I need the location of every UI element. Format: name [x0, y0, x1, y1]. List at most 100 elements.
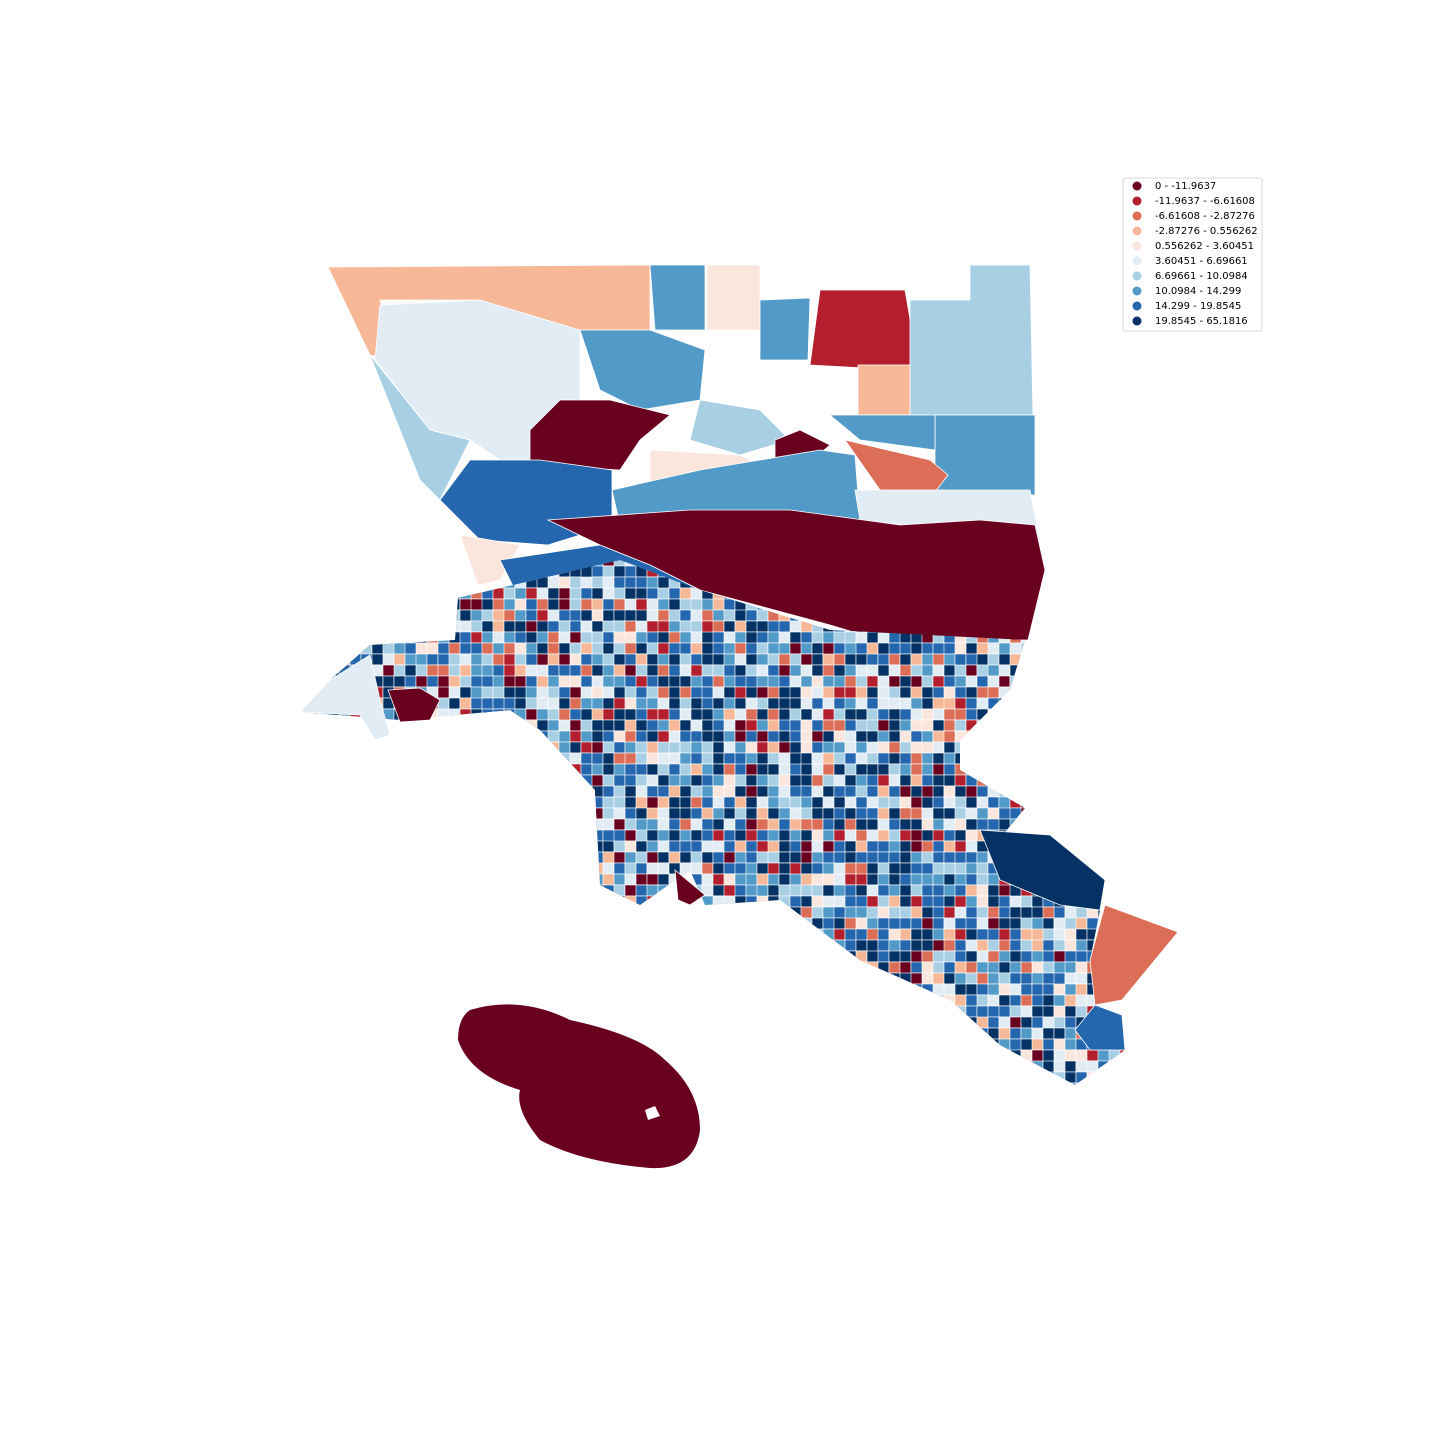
tract [415, 983, 439, 996]
tract [1009, 686, 1022, 699]
tract [382, 928, 395, 941]
tract [866, 675, 879, 688]
tract [305, 1082, 318, 1085]
tract [569, 741, 582, 754]
tract [1009, 895, 1022, 908]
tract [888, 763, 901, 776]
tract [415, 928, 428, 941]
tract [756, 994, 769, 1018]
tract [1097, 829, 1121, 842]
tract [349, 796, 373, 820]
tract [437, 565, 461, 578]
tract [811, 950, 835, 974]
tract [338, 565, 362, 589]
tract [1142, 610, 1164, 632]
region [909, 264, 1034, 416]
tract [646, 807, 659, 820]
tract [778, 730, 791, 743]
tract [404, 609, 417, 633]
tract [932, 741, 945, 754]
tract [690, 829, 703, 842]
tract [426, 752, 450, 776]
tract [415, 895, 428, 908]
tract [382, 741, 406, 754]
tract [382, 807, 395, 820]
tract [1053, 708, 1066, 732]
tract [1131, 775, 1153, 786]
tract [932, 961, 945, 974]
tract [569, 763, 582, 787]
tract [316, 609, 340, 633]
tract [382, 829, 406, 842]
tract [371, 565, 384, 578]
tract [393, 730, 406, 754]
tract [360, 642, 373, 655]
tract [1086, 587, 1099, 600]
tract [448, 851, 461, 875]
tract [426, 598, 450, 611]
tract [987, 763, 1000, 776]
tract [327, 653, 351, 666]
tract [1020, 741, 1033, 754]
tract [300, 1038, 318, 1062]
tract [1131, 1039, 1142, 1061]
tract [1031, 752, 1055, 765]
tract [745, 1016, 769, 1029]
tract [767, 774, 780, 787]
tract [338, 1027, 362, 1040]
tract [536, 829, 560, 853]
tract [635, 862, 648, 875]
tract [822, 675, 835, 688]
tract [888, 1005, 912, 1029]
tract [1119, 1071, 1125, 1085]
tract [734, 1016, 747, 1029]
tract [349, 983, 373, 1007]
tract [1075, 576, 1088, 589]
tract [558, 862, 582, 875]
tract [459, 1082, 483, 1085]
tract [1153, 764, 1164, 786]
tract [1097, 697, 1110, 710]
tract [305, 620, 318, 633]
tract [921, 752, 934, 765]
tract [404, 939, 428, 952]
legend-label: 6.69661 - 10.0984 [1155, 271, 1248, 282]
tract [811, 862, 824, 875]
tract [1164, 786, 1175, 797]
tract [393, 851, 406, 875]
tract [558, 785, 582, 798]
tract [767, 1049, 791, 1062]
tract [1053, 818, 1066, 831]
tract [404, 752, 428, 765]
tract [1108, 884, 1121, 908]
tract [789, 807, 802, 820]
tract [316, 785, 340, 798]
tract [976, 1027, 989, 1040]
tract [514, 774, 527, 787]
tract [1164, 588, 1186, 599]
tract [712, 752, 725, 765]
tract [723, 950, 747, 963]
tract [503, 587, 516, 600]
tract [635, 961, 659, 985]
tract [459, 697, 472, 710]
tract [1064, 587, 1088, 611]
tract [723, 928, 736, 941]
tract [855, 708, 868, 721]
tract [1108, 565, 1121, 589]
tract [338, 928, 362, 941]
tract [954, 994, 967, 1007]
tract [976, 895, 989, 908]
tract [327, 1038, 351, 1051]
tract [415, 796, 428, 809]
tract [580, 972, 593, 985]
tract [547, 928, 560, 941]
tract [866, 653, 879, 666]
tract [327, 609, 351, 622]
tract [987, 1060, 1000, 1084]
tract [459, 752, 483, 776]
tract [1053, 609, 1066, 633]
tract [459, 862, 483, 875]
tract [470, 730, 483, 743]
tract [492, 1082, 505, 1085]
